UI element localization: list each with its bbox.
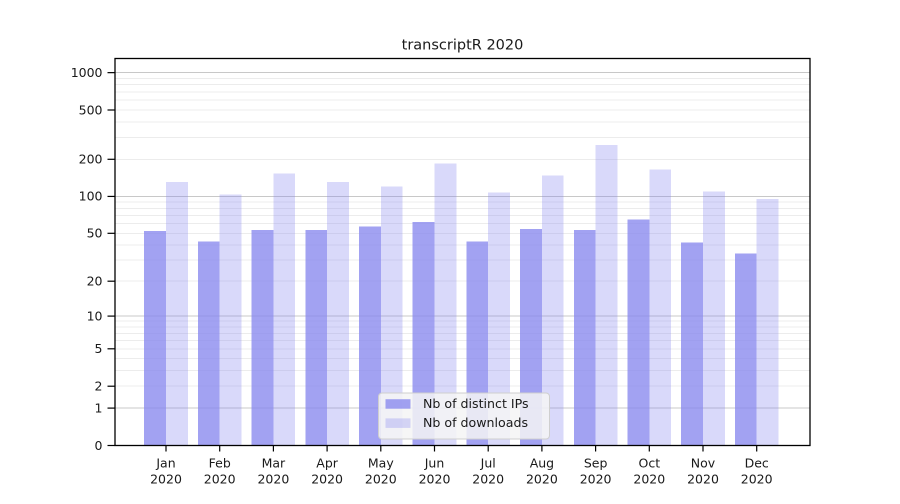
bar-downloads-jul — [488, 192, 510, 446]
y-tick-label-1: 1 — [95, 400, 103, 415]
bar-downloads-sep — [595, 145, 618, 446]
x-tick-label-jun: Jun 2020 — [419, 456, 451, 487]
bar-downloads-feb — [219, 194, 242, 446]
y-tick-label-500: 500 — [79, 102, 103, 117]
x-tick-label-may: May 2020 — [365, 456, 397, 487]
bar-downloads-nov — [703, 191, 725, 446]
axes-layer: 0 1 2 5 10 20 50 100 200 500 1000 Jan 2020 Feb 2020 Mar… — [71, 65, 773, 487]
x-tick-label-jul: Jul 2020 — [472, 456, 504, 487]
legend-swatch-distinct-ips-icon — [385, 399, 411, 409]
legend-label-distinct-ips: Nb of distinct IPs — [423, 396, 529, 411]
bar-distinct-ips-may — [359, 226, 381, 446]
bar-distinct-ips-oct — [627, 219, 650, 446]
y-tick-label-50: 50 — [87, 226, 103, 241]
bar-downloads-may — [380, 186, 403, 446]
y-tick-label-5: 5 — [95, 341, 103, 356]
legend: Nb of distinct IPs Nb of downloads — [378, 392, 550, 440]
legend-label-downloads: Nb of downloads — [423, 415, 528, 430]
bar-distinct-ips-feb — [197, 241, 220, 446]
y-tick-label-10: 10 — [87, 308, 103, 323]
bar-distinct-ips-nov — [681, 242, 703, 446]
x-tick-label-feb: Feb 2020 — [204, 456, 236, 487]
bar-downloads-mar — [273, 173, 296, 446]
y-tick-label-100: 100 — [79, 189, 103, 204]
bar-downloads-oct — [649, 169, 672, 446]
y-tick-label-200: 200 — [79, 152, 103, 167]
bar-distinct-ips-aug — [520, 229, 542, 446]
plot-border — [114, 57, 811, 447]
bar-downloads-apr — [327, 181, 349, 446]
bar-distinct-ips-jun — [412, 221, 435, 446]
chart-title: transcriptR 2020 — [402, 38, 524, 54]
legend-box — [378, 392, 550, 440]
legend-swatch-downloads-icon — [385, 418, 411, 428]
x-tick-label-apr: Apr 2020 — [311, 456, 343, 487]
x-tick-label-dec: Dec 2020 — [741, 456, 773, 487]
x-tick-label-oct: Oct 2020 — [633, 456, 665, 487]
y-tick-label-1000: 1000 — [71, 65, 103, 80]
bar-downloads-dec — [756, 199, 779, 446]
bar-downloads-jan — [166, 181, 188, 446]
bar-distinct-ips-apr — [305, 230, 328, 446]
bar-downloads-jun — [434, 163, 457, 446]
x-tick-label-aug: Aug 2020 — [526, 456, 558, 487]
x-tick-label-nov: Nov 2020 — [687, 456, 719, 487]
bar-distinct-ips-dec — [734, 253, 757, 446]
x-tick-label-jan: Jan 2020 — [150, 456, 182, 487]
y-tick-label-2: 2 — [95, 379, 103, 394]
bars-layer — [144, 145, 779, 446]
x-tick-label-mar: Mar 2020 — [257, 456, 289, 487]
bar-distinct-ips-jan — [144, 231, 166, 446]
bar-downloads-aug — [541, 175, 564, 446]
bar-distinct-ips-sep — [573, 230, 596, 446]
y-tick-label-0: 0 — [95, 438, 103, 453]
x-tick-label-sep: Sep 2020 — [580, 456, 612, 487]
y-tick-label-20: 20 — [87, 273, 103, 288]
bar-distinct-ips-mar — [251, 230, 274, 446]
